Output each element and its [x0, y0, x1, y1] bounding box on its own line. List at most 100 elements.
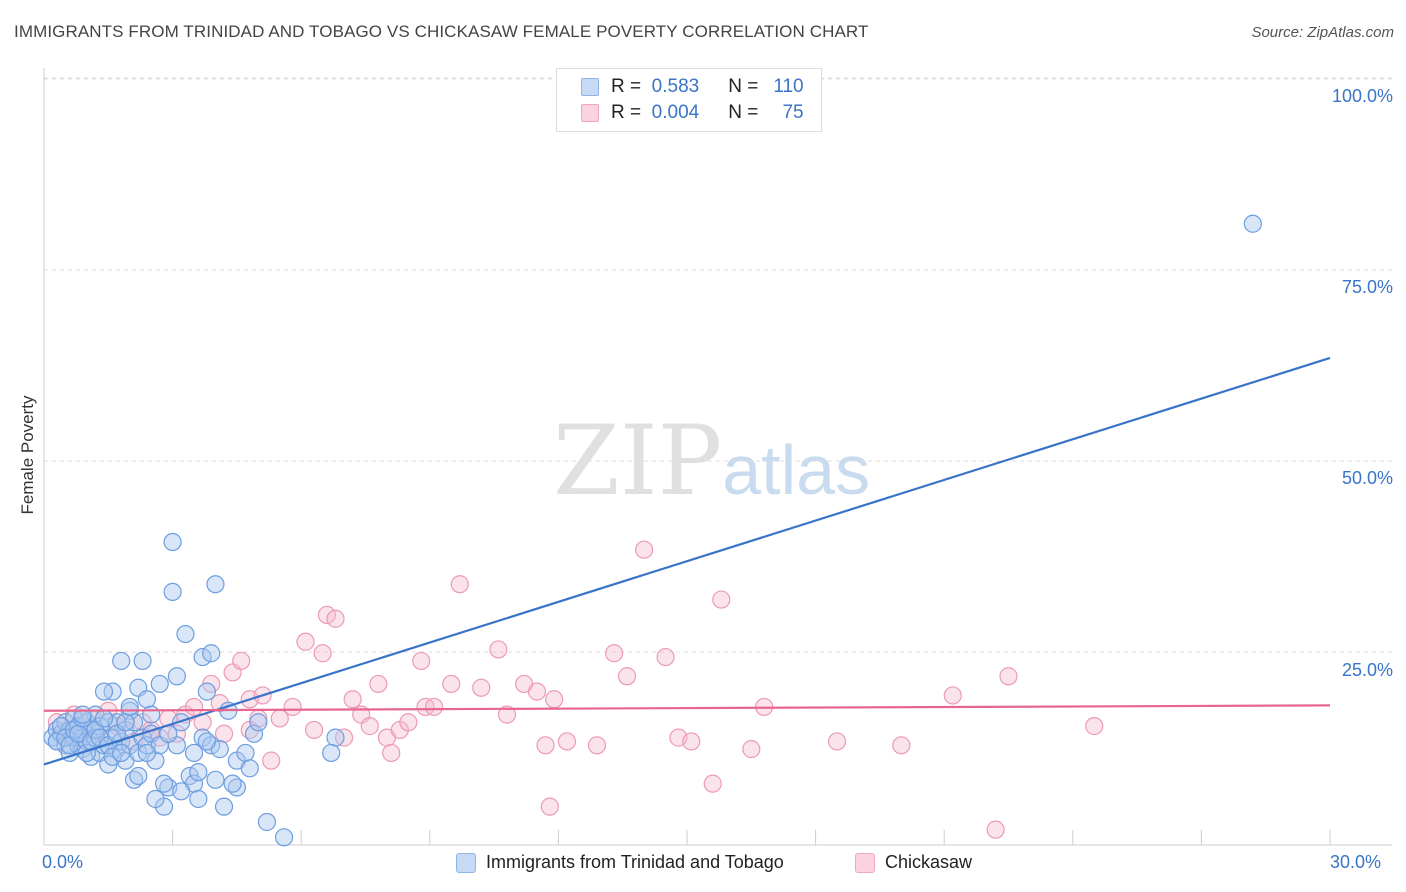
y-tick-label: 25.0% — [1341, 660, 1393, 680]
data-point-trinidad — [326, 728, 345, 747]
data-point-chickasaw — [472, 678, 491, 697]
data-point-trinidad — [197, 682, 216, 701]
data-point-trinidad — [214, 797, 234, 816]
data-point-trinidad — [223, 774, 242, 793]
data-point-trinidad — [176, 624, 195, 644]
data-point-chickasaw — [703, 774, 722, 793]
data-point-chickasaw — [536, 736, 555, 755]
y-tick-label: 50.0% — [1341, 468, 1393, 488]
data-point-chickasaw — [527, 682, 547, 701]
data-point-trinidad — [150, 674, 169, 694]
legend-row-pink: R = 0.004 N = 75 — [581, 101, 804, 125]
source-label: Source: ZipAtlas.com — [1251, 24, 1394, 41]
data-point-trinidad — [193, 647, 212, 667]
legend-r-label: R = — [611, 102, 642, 123]
data-point-chickasaw — [442, 674, 461, 694]
data-point-chickasaw — [557, 732, 577, 751]
y-axis-label: Female Poverty — [18, 395, 37, 515]
data-point-chickasaw — [587, 736, 607, 755]
data-point-chickasaw — [827, 732, 847, 751]
data-point-chickasaw — [712, 590, 731, 609]
data-point-trinidad — [163, 532, 182, 552]
legend-n-label: N = — [728, 102, 759, 123]
data-point-chickasaw — [296, 632, 315, 651]
data-point-trinidad — [137, 690, 156, 709]
y-tick-label: 75.0% — [1341, 277, 1393, 297]
data-point-chickasaw — [682, 732, 701, 751]
data-point-chickasaw — [617, 667, 637, 686]
data-point-chickasaw — [360, 717, 379, 736]
data-point-chickasaw — [497, 705, 517, 724]
data-point-trinidad — [154, 774, 174, 793]
data-point-trinidad — [103, 747, 122, 766]
data-point-chickasaw — [283, 697, 302, 717]
legend-swatch-pink — [581, 104, 599, 122]
data-point-trinidad — [112, 651, 131, 671]
bottom-legend-swatch-pink — [855, 852, 875, 873]
data-point-chickasaw — [489, 640, 508, 659]
data-point-trinidad — [116, 713, 135, 732]
data-point-chickasaw — [313, 644, 332, 663]
data-point-chickasaw — [635, 540, 654, 559]
bottom-legend-blue: Immigrants from Trinidad and Tobago — [456, 852, 784, 873]
data-point-trinidad — [206, 770, 225, 789]
data-point-trinidad — [137, 736, 156, 755]
data-point-trinidad — [257, 812, 277, 832]
data-point-trinidad — [189, 763, 208, 782]
data-point-trinidad — [137, 743, 156, 763]
data-point-trinidad — [129, 766, 148, 786]
data-point-trinidad — [120, 697, 139, 717]
data-point-chickasaw — [540, 797, 559, 816]
data-point-chickasaw — [369, 674, 388, 694]
data-point-chickasaw — [450, 575, 469, 594]
data-point-trinidad — [206, 575, 225, 594]
data-point-trinidad — [94, 682, 114, 701]
data-point-chickasaw — [399, 713, 418, 732]
legend-n-value: 110 — [773, 76, 804, 97]
legend-n-value: 75 — [782, 102, 804, 123]
legend-r-value: 0.004 — [651, 102, 700, 123]
data-point-trinidad — [133, 651, 152, 671]
data-point-trinidad — [142, 705, 161, 724]
data-point-trinidad — [197, 732, 216, 751]
data-point-chickasaw — [317, 605, 337, 625]
bottom-legend-label: Chickasaw — [885, 852, 973, 872]
data-point-chickasaw — [304, 720, 324, 740]
data-point-trinidad — [322, 743, 341, 763]
bottom-legend-label: Immigrants from Trinidad and Tobago — [486, 852, 784, 872]
trend-line-trinidad — [43, 356, 1331, 766]
chart-title: IMMIGRANTS FROM TRINIDAD AND TOBAGO VS C… — [14, 22, 869, 41]
x-tick-label: 0.0% — [42, 852, 84, 872]
data-point-trinidad — [249, 713, 268, 732]
data-point-chickasaw — [986, 820, 1005, 839]
data-point-chickasaw — [656, 647, 675, 667]
data-point-chickasaw — [262, 751, 281, 770]
data-point-chickasaw — [382, 743, 401, 763]
data-point-trinidad — [167, 667, 186, 686]
data-point-chickasaw — [326, 609, 345, 628]
watermark-atlas: atlas — [722, 431, 871, 509]
data-point-trinidad — [172, 713, 191, 732]
data-point-trinidad — [172, 782, 191, 801]
legend: R = 0.583 N = 110 R = 0.004 N = 75 — [556, 68, 822, 132]
data-point-trinidad — [184, 743, 204, 763]
data-point-trinidad — [1243, 214, 1262, 233]
data-point-chickasaw — [412, 651, 431, 671]
data-point-chickasaw — [605, 644, 624, 663]
bottom-legend-swatch-blue — [456, 852, 476, 873]
legend-row-blue: R = 0.583 N = 110 — [581, 75, 804, 99]
data-point-trinidad — [146, 789, 165, 809]
data-point-trinidad — [94, 709, 114, 728]
legend-r-label: R = — [611, 76, 642, 97]
data-point-chickasaw — [184, 697, 204, 717]
legend-n-label: N = — [728, 76, 759, 97]
data-point-chickasaw — [892, 736, 911, 755]
data-point-trinidad — [163, 582, 182, 601]
data-point-chickasaw — [1085, 717, 1104, 736]
data-point-trinidad — [274, 828, 294, 847]
data-point-trinidad — [112, 743, 131, 763]
data-point-chickasaw — [999, 667, 1018, 686]
y-tick-label: 100.0% — [1331, 86, 1393, 106]
trend-line-chickasaw — [43, 704, 1331, 712]
